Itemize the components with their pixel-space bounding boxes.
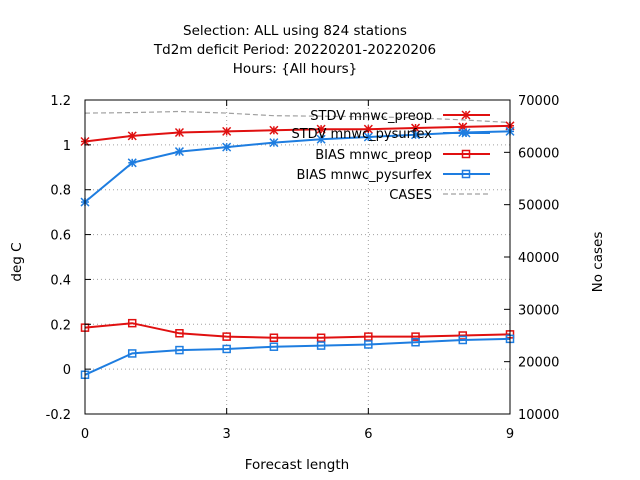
y2-tick-label: 10000 (518, 408, 559, 423)
x-tick-label: 6 (364, 427, 372, 442)
point-square (458, 335, 468, 345)
y-tick-label: 1.2 (50, 94, 71, 109)
point-square (411, 332, 420, 341)
legend-label: BIAS mnwc_preop (315, 148, 432, 163)
point-square (411, 337, 420, 347)
y2-tick-label: 60000 (518, 146, 559, 161)
chart-title-line-2: Td2m deficit Period: 20220201-20220206 (153, 42, 436, 58)
y-tick-label: 0.8 (50, 184, 71, 199)
point-star-d2 (411, 130, 421, 140)
point-square (222, 332, 231, 341)
point-square (127, 349, 137, 358)
point-square (127, 318, 137, 328)
series-line (84, 124, 511, 143)
point-star-d2 (127, 158, 137, 168)
point-square (316, 341, 326, 350)
series-bias-mnwc-preop (80, 318, 515, 342)
legend-marker-star-d2 (461, 128, 471, 138)
plot-frame (84, 99, 511, 415)
point-square (222, 344, 231, 354)
point-star-d2 (269, 125, 279, 135)
point-square (269, 342, 279, 351)
legend-marker-square (461, 169, 471, 179)
y-tick-label: 0.6 (50, 229, 71, 244)
series-cases (84, 110, 511, 124)
y2-tick-label: 50000 (518, 199, 559, 214)
legend-label: BIAS mnwc_pysurfex (296, 168, 432, 183)
point-star-d2 (363, 124, 373, 134)
legend-label: STDV mnwc_preop (310, 109, 432, 124)
grid (85, 100, 510, 414)
ticks: -0.2 0 0.2 0.4 0.6 0.8 1 1.2 0 3 6 9 10000 20000 30000… (46, 94, 560, 442)
x-tick-label: 0 (81, 427, 89, 442)
point-square (269, 333, 279, 342)
y-tick-label: 0 (63, 363, 71, 378)
y-tick-label: 0.4 (50, 273, 71, 288)
y2-tick-label: 30000 (518, 303, 559, 318)
series-bias-mnwc-pysurfex (80, 334, 515, 379)
x-tick-label: 9 (506, 427, 514, 442)
point-square (458, 331, 468, 340)
series-line (84, 337, 511, 376)
series-stdv-mnwc-preop (80, 121, 515, 147)
x-axis-label: Forecast length (245, 457, 349, 473)
legend-marker-square (461, 149, 471, 159)
legend-label: STDV mnwc_pysurfex (291, 127, 432, 142)
series-line (84, 322, 511, 339)
y2-tick-label: 20000 (518, 356, 559, 371)
chart-title-line-1: Selection: ALL using 824 stations (183, 23, 407, 39)
series-line (84, 110, 511, 124)
point-star-d2 (316, 124, 326, 134)
x-tick-label: 3 (223, 427, 231, 442)
point-star-d2 (127, 131, 137, 141)
point-star-d2 (411, 123, 421, 133)
series-layer (80, 110, 515, 379)
point-square (364, 340, 373, 349)
y-tick-label: 1 (63, 139, 71, 154)
y-axis-label: deg C (9, 242, 25, 281)
point-star-d2 (174, 127, 184, 138)
series-line (84, 130, 511, 203)
y2-axis-label: No cases (590, 232, 606, 293)
legend-label: CASES (389, 188, 432, 203)
point-square (175, 345, 184, 355)
point-star-d2 (269, 138, 279, 148)
y-tick-label: 0.2 (50, 318, 71, 333)
point-star-d2 (316, 134, 326, 144)
y2-tick-label: 70000 (518, 94, 559, 109)
point-star-d2 (222, 142, 232, 152)
legend-marker-star-d2 (461, 110, 471, 120)
point-square (316, 333, 326, 342)
legend: STDV mnwc_preop STDV mnwc_pysurfex BIAS mn… (291, 109, 490, 203)
point-star-d2 (222, 126, 232, 136)
point-square (364, 332, 373, 341)
y-tick-label: -0.2 (46, 408, 71, 423)
point-star-d2 (174, 147, 184, 157)
chart-title-line-3: Hours: {All hours} (233, 61, 358, 77)
point-star-d2 (363, 132, 373, 142)
point-square (175, 329, 184, 338)
y2-tick-label: 40000 (518, 251, 559, 266)
